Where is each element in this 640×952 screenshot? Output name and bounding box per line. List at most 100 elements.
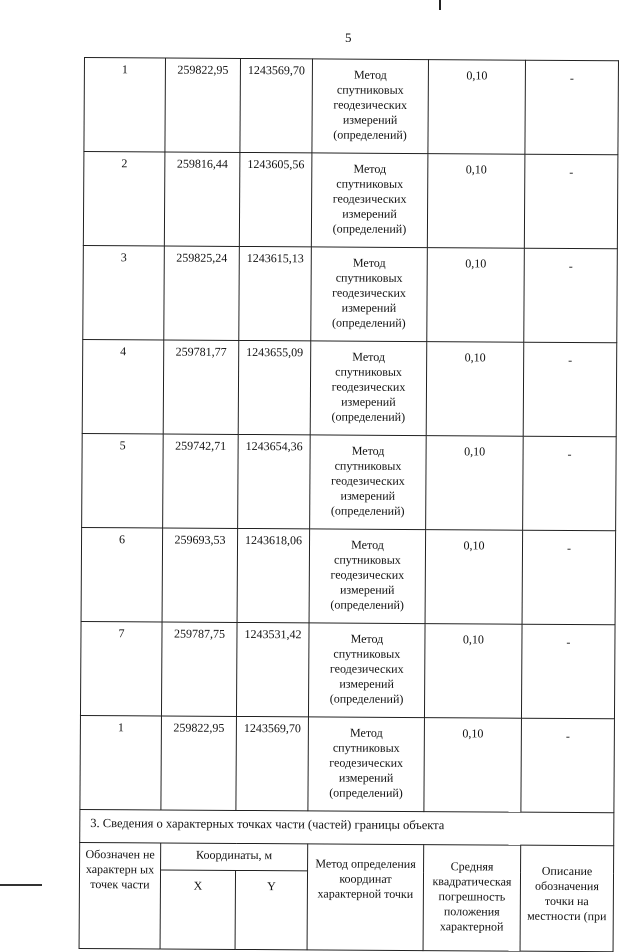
method-line: геодезических — [333, 97, 408, 112]
coord-x: 259742,71 — [162, 433, 239, 529]
method-line: Метод — [351, 537, 384, 552]
method-line: спутниковых — [335, 364, 403, 379]
method-line: Метод — [351, 443, 385, 458]
header-description: Описание обозначения точки на местности … — [520, 845, 614, 952]
method-line: спутниковых — [335, 270, 403, 285]
accuracy: 0,10 — [426, 341, 524, 437]
method-line: (определений) — [332, 221, 407, 236]
method-line: (определений) — [333, 127, 407, 142]
coord-y: 1243569,70 — [239, 58, 313, 153]
header-designation: Обозначен не характерн ых точек части — [79, 842, 161, 949]
coord-x: 259822,95 — [164, 57, 241, 153]
coord-x: 259816,44 — [164, 151, 240, 247]
method-line: измерений — [340, 488, 396, 503]
method-line: спутниковых — [333, 552, 401, 567]
method-line: (определений) — [332, 315, 406, 330]
point-number: 5 — [81, 433, 164, 528]
method-line: (определений) — [331, 409, 406, 424]
coord-y: 1243569,70 — [235, 716, 309, 811]
description: - — [522, 436, 617, 531]
accuracy: 0,10 — [427, 59, 526, 155]
method-line: Метод — [353, 161, 387, 176]
page-number: 5 — [345, 30, 352, 45]
coord-x: 259822,95 — [160, 715, 237, 811]
method-line: геодезических — [332, 285, 406, 300]
point-number: 2 — [83, 151, 165, 246]
accuracy: 0,10 — [423, 717, 522, 813]
method-line: геодезических — [330, 473, 405, 488]
method-line: Метод — [352, 255, 386, 270]
method-line: (определений) — [329, 785, 403, 800]
description: - — [524, 60, 619, 155]
scan-mark — [0, 884, 42, 886]
method-line: Метод — [350, 631, 384, 646]
coord-y: 1243615,13 — [238, 246, 312, 341]
method-line: геодезических — [329, 755, 404, 770]
header-method: Метод определения координат характерной … — [307, 843, 424, 951]
method-line: измерений — [341, 300, 397, 315]
point-number: 6 — [81, 527, 163, 622]
method-line: спутниковых — [336, 176, 404, 191]
method-cell: Метод спутниковых геодезических измерений (о… — [308, 622, 426, 718]
description: - — [521, 624, 616, 719]
coord-x: 259825,24 — [163, 245, 240, 341]
coord-x: 259781,77 — [163, 339, 239, 435]
method-cell: Метод спутниковых геодезических измерений (о… — [311, 58, 429, 154]
method-line: (определений) — [330, 503, 405, 518]
method-line: (определений) — [330, 597, 404, 612]
accuracy: 0,10 — [425, 529, 523, 625]
table-row: 5 259742,71 1243654,36 Метод спутниковых геод… — [81, 433, 617, 531]
method-line: геодезических — [330, 567, 405, 582]
method-cell: Метод спутниковых геодезических измерений (о… — [310, 246, 428, 342]
method-cell: Метод спутниковых геодезических измерений (о… — [310, 340, 427, 436]
header-coordinates: Координаты, м — [160, 842, 308, 871]
method-line: измерений — [341, 394, 396, 409]
description: - — [523, 342, 617, 437]
table-row: 1 259822,95 1243569,70 Метод спутниковых геод… — [79, 715, 615, 813]
accuracy: 0,10 — [427, 153, 525, 249]
header-x: X — [160, 869, 236, 950]
coord-x: 259787,75 — [161, 621, 238, 717]
coord-y: 1243605,56 — [239, 152, 312, 247]
method-line: измерений — [338, 770, 394, 785]
method-line: спутниковых — [333, 646, 401, 661]
method-line: спутниковых — [336, 82, 404, 97]
method-line: измерений — [342, 206, 397, 221]
point-number: 7 — [80, 621, 163, 716]
method-line: Метод — [354, 67, 387, 82]
method-line: измерений — [339, 676, 394, 691]
header-y: Y — [235, 870, 308, 950]
coordinates-table-container: 1 259822,95 1243569,70 Метод спутниковых геод… — [79, 57, 619, 952]
accuracy: 0,10 — [424, 623, 523, 719]
coord-y: 1243655,09 — [238, 340, 311, 435]
method-line: Метод — [349, 725, 383, 740]
accuracy: 0,10 — [425, 435, 524, 531]
method-cell: Метод спутниковых геодезических измерений (о… — [309, 434, 427, 530]
point-number: 1 — [83, 57, 166, 152]
header-accuracy: Средняя квадратическая погрешность полож… — [423, 844, 521, 952]
scan-mark — [439, 0, 441, 10]
description: - — [520, 718, 615, 813]
description: - — [522, 530, 616, 625]
method-line: (определений) — [329, 691, 404, 706]
method-cell: Метод спутниковых геодезических измерений (о… — [311, 152, 428, 248]
table-row: 2 259816,44 1243605,56 Метод спутниковых геод… — [83, 151, 618, 249]
coord-y: 1243531,42 — [236, 622, 310, 717]
method-line: спутниковых — [334, 458, 402, 473]
coordinates-table: 1 259822,95 1243569,70 Метод спутниковых геод… — [79, 57, 619, 952]
method-line: измерений — [342, 112, 398, 127]
coord-y: 1243618,06 — [237, 528, 310, 623]
description: - — [523, 248, 618, 343]
method-line: геодезических — [331, 379, 406, 394]
accuracy: 0,10 — [426, 247, 525, 343]
method-line: геодезических — [329, 661, 404, 676]
description: - — [524, 154, 618, 249]
method-cell: Метод спутниковых геодезических измерений (о… — [309, 528, 426, 624]
table-row: 6 259693,53 1243618,06 Метод спутниковых геод… — [81, 527, 616, 625]
table-row: 7 259787,75 1243531,42 Метод спутниковых геод… — [80, 621, 616, 719]
point-number: 1 — [79, 715, 162, 810]
method-cell: Метод спутниковых геодезических измерений (о… — [307, 716, 425, 812]
method-line: спутниковых — [332, 740, 400, 755]
coord-y: 1243654,36 — [237, 434, 311, 529]
table-row: 4 259781,77 1243655,09 Метод спутниковых геод… — [82, 339, 617, 437]
